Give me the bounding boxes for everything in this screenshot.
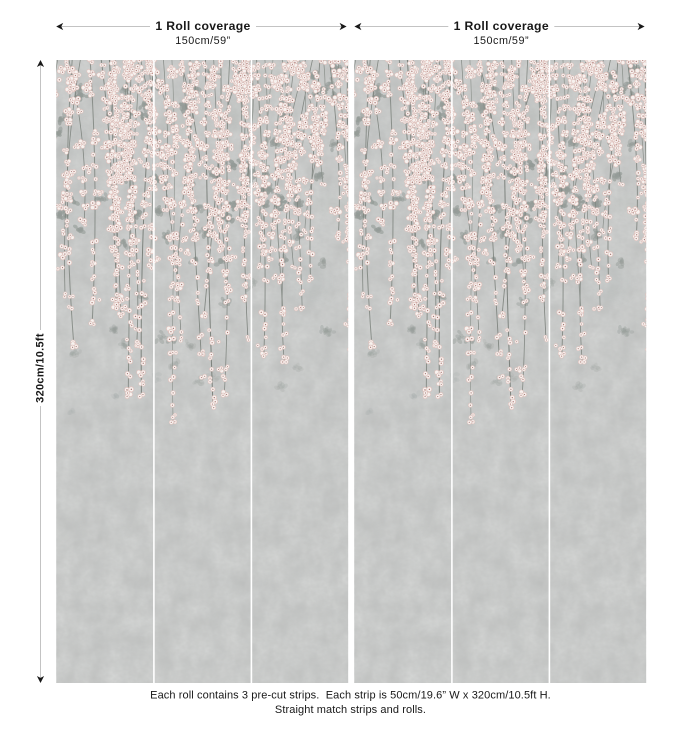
svg-text:1 Roll coverage: 1 Roll coverage: [454, 19, 549, 33]
svg-text:1 Roll coverage: 1 Roll coverage: [155, 19, 250, 33]
svg-text:Straight match strips and roll: Straight match strips and rolls.: [275, 704, 426, 716]
svg-text:Each roll contains 3 pre-cut s: Each roll contains 3 pre-cut strips. Eac…: [150, 689, 551, 701]
svg-text:150cm/59”: 150cm/59”: [175, 35, 231, 47]
svg-text:320cm/10.5ft: 320cm/10.5ft: [35, 333, 47, 403]
svg-text:150cm/59”: 150cm/59”: [474, 35, 530, 47]
